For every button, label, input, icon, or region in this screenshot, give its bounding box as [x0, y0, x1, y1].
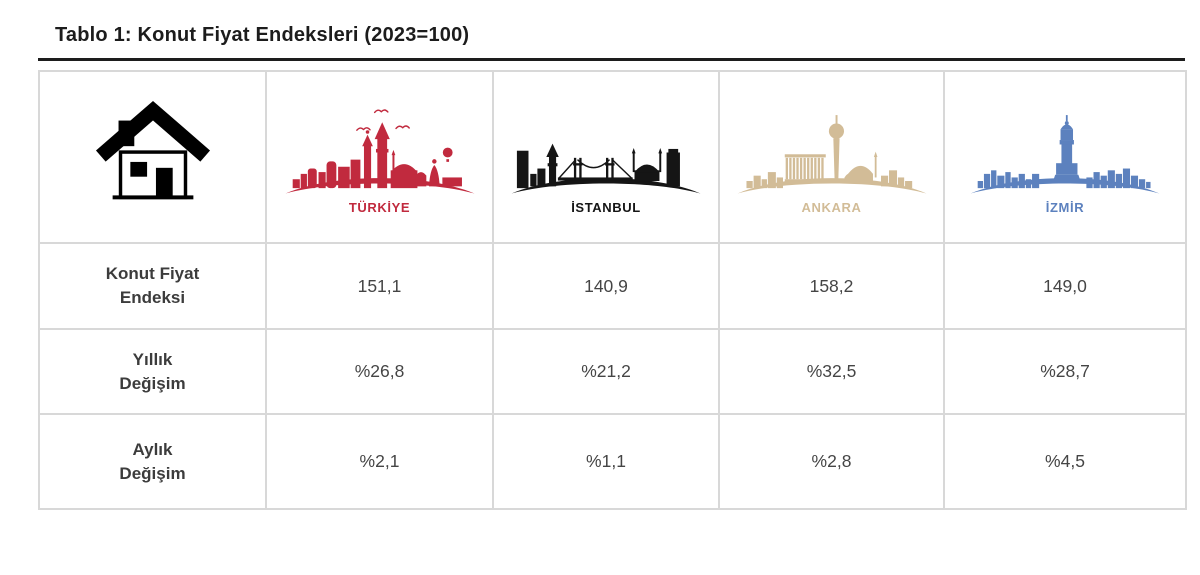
izmir-header: İZMİR	[945, 99, 1185, 215]
ankara-skyline-icon	[737, 115, 926, 194]
table-row-yillik: Yıllık Değişim %26,8 %21,2 %32,5 %28,7	[38, 328, 1187, 415]
row-label-konut-fiyat-endeksi: Konut Fiyat Endeksi	[38, 242, 267, 330]
cell-endeks-istanbul: 140,9	[492, 242, 720, 330]
istanbul-header: İSTANBUL	[494, 99, 718, 215]
cell-aylik-ankara: %2,8	[718, 413, 945, 510]
house-icon	[95, 100, 210, 200]
corner-header-cell	[38, 70, 267, 244]
column-header-turkiye: TÜRKİYE	[265, 70, 494, 244]
column-header-izmir: İZMİR	[943, 70, 1187, 244]
column-label-istanbul: İSTANBUL	[571, 200, 641, 215]
row-label-aylik-degisim: Aylık Değişim	[38, 413, 267, 510]
column-header-istanbul: İSTANBUL	[492, 70, 720, 244]
cell-endeks-izmir: 149,0	[943, 242, 1187, 330]
table-title: Tablo 1: Konut Fiyat Endeksleri (2023=10…	[55, 24, 470, 46]
cell-yillik-ankara: %32,5	[718, 328, 945, 415]
istanbul-skyline-icon	[511, 143, 701, 194]
izmir-skyline-icon	[970, 115, 1160, 194]
turkiye-header: TÜRKİYE	[267, 99, 492, 215]
column-header-ankara: ANKARA	[718, 70, 945, 244]
cell-yillik-turkiye: %26,8	[265, 328, 494, 415]
header-row: TÜRKİYE	[38, 70, 1187, 244]
turkiye-skyline-icon	[285, 109, 474, 194]
ankara-header: ANKARA	[720, 99, 943, 215]
column-label-turkiye: TÜRKİYE	[348, 200, 411, 215]
column-label-ankara: ANKARA	[801, 200, 862, 215]
cell-yillik-izmir: %28,7	[943, 328, 1187, 415]
table-row-endeks: Konut Fiyat Endeksi 151,1 140,9 158,2 14…	[38, 242, 1187, 330]
cell-aylik-izmir: %4,5	[943, 413, 1187, 510]
housing-price-index-table: TÜRKİYE	[38, 70, 1187, 510]
cell-endeks-ankara: 158,2	[718, 242, 945, 330]
cell-aylik-istanbul: %1,1	[492, 413, 720, 510]
column-label-izmir: İZMİR	[1045, 200, 1085, 215]
cell-yillik-istanbul: %21,2	[492, 328, 720, 415]
cell-endeks-turkiye: 151,1	[265, 242, 494, 330]
row-label-yillik-degisim: Yıllık Değişim	[38, 328, 267, 415]
house-icon-wrap	[40, 93, 265, 221]
cell-aylik-turkiye: %2,1	[265, 413, 494, 510]
title-rule	[38, 58, 1185, 61]
table-row-aylik: Aylık Değişim %2,1 %1,1 %2,8 %4,5	[38, 413, 1187, 510]
